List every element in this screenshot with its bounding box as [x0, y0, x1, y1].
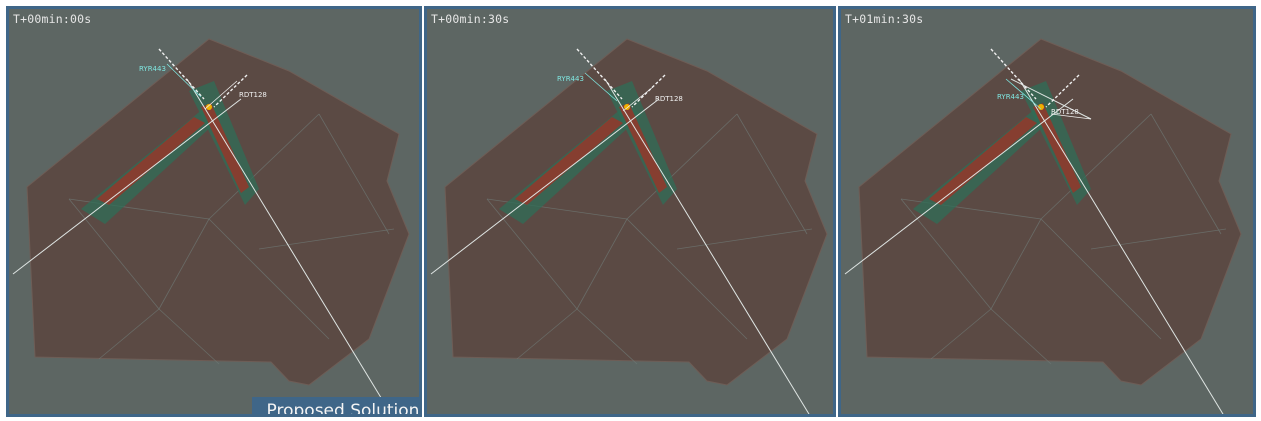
airspace-sector	[26, 38, 410, 386]
airspace-sector	[858, 38, 1242, 386]
flight-label-a: RYR443	[139, 65, 166, 73]
route-line-b	[186, 78, 392, 414]
conflict-marker	[1038, 104, 1044, 110]
flight-label-a: RYR443	[997, 93, 1024, 101]
label-connector-a	[1005, 78, 1042, 110]
predicted-track-b	[619, 103, 667, 193]
time-label: T+00min:30s	[431, 12, 510, 26]
leader-line-b	[1045, 74, 1080, 108]
sector-boundary	[576, 308, 638, 365]
sector-boundary	[1090, 228, 1227, 250]
airspace-sector	[444, 38, 828, 386]
sector-boundary	[990, 308, 1052, 365]
label-connector-a	[584, 72, 618, 102]
time-label: T+01min:30s	[845, 12, 924, 26]
sector-boundary	[516, 308, 578, 360]
radar-panel-3: RYR443 RDT128 T+01min:30s	[838, 6, 1256, 417]
sector-boundary	[68, 198, 160, 310]
sector-boundary	[1040, 113, 1152, 220]
flight-label-a: RYR443	[557, 75, 584, 83]
sector-boundary	[98, 308, 160, 360]
label-connector-b	[622, 86, 654, 112]
predicted-track-a	[515, 117, 623, 205]
leader-line-b	[213, 74, 248, 108]
sector-boundary	[208, 218, 330, 340]
sector-boundary	[258, 228, 395, 250]
leader-line-a	[158, 48, 205, 100]
route-line-b	[1018, 78, 1224, 414]
sector-boundary	[1040, 218, 1162, 340]
proposed-solution-caption: Proposed Solution	[252, 397, 419, 414]
sector-boundary	[626, 113, 738, 220]
flight-label-b: RDT128	[655, 95, 683, 103]
sector-boundary	[208, 113, 320, 220]
label-connector-b	[1050, 113, 1092, 120]
conflict-marker	[206, 104, 212, 110]
sector-boundary	[318, 113, 390, 235]
label-connector-b	[204, 80, 238, 110]
leader-line-a	[576, 48, 623, 100]
radar-panel-1: RYR443 RDT128 T+00min:00s Proposed Soluti…	[6, 6, 422, 417]
route-line-b	[604, 78, 810, 414]
label-connector-a	[166, 63, 202, 98]
radar-panel-2: RYR443 RDT128 T+00min:30s	[424, 6, 836, 417]
route-line-a	[430, 98, 660, 275]
flight-label-b: RDT128	[1051, 108, 1079, 116]
predicted-track-a	[97, 117, 205, 205]
sector-boundary	[930, 308, 992, 360]
radar-view: RYR443 RDT128	[430, 38, 828, 414]
sector-boundary	[626, 218, 748, 340]
sector-boundary	[1150, 113, 1222, 235]
route-line-c	[1010, 78, 1092, 120]
time-label: T+00min:00s	[13, 12, 92, 26]
flight-label-b: RDT128	[239, 91, 267, 99]
sector-boundary	[158, 218, 210, 310]
predicted-track-b	[1033, 103, 1081, 193]
predicted-track-b	[201, 103, 249, 193]
leader-line-a	[990, 48, 1037, 100]
radar-view: RYR443 RDT128	[12, 38, 410, 414]
sector-boundary	[158, 308, 220, 365]
sector-boundary	[676, 228, 813, 250]
sector-boundary	[900, 198, 992, 310]
route-line-a	[844, 98, 1074, 275]
sector-boundary	[990, 218, 1042, 310]
sector-boundary	[486, 198, 578, 310]
sector-boundary	[736, 113, 808, 235]
sector-boundary	[576, 218, 628, 310]
predicted-track-a	[929, 117, 1037, 205]
radar-view: RYR443 RDT128	[844, 38, 1242, 414]
route-line-a	[12, 98, 242, 275]
